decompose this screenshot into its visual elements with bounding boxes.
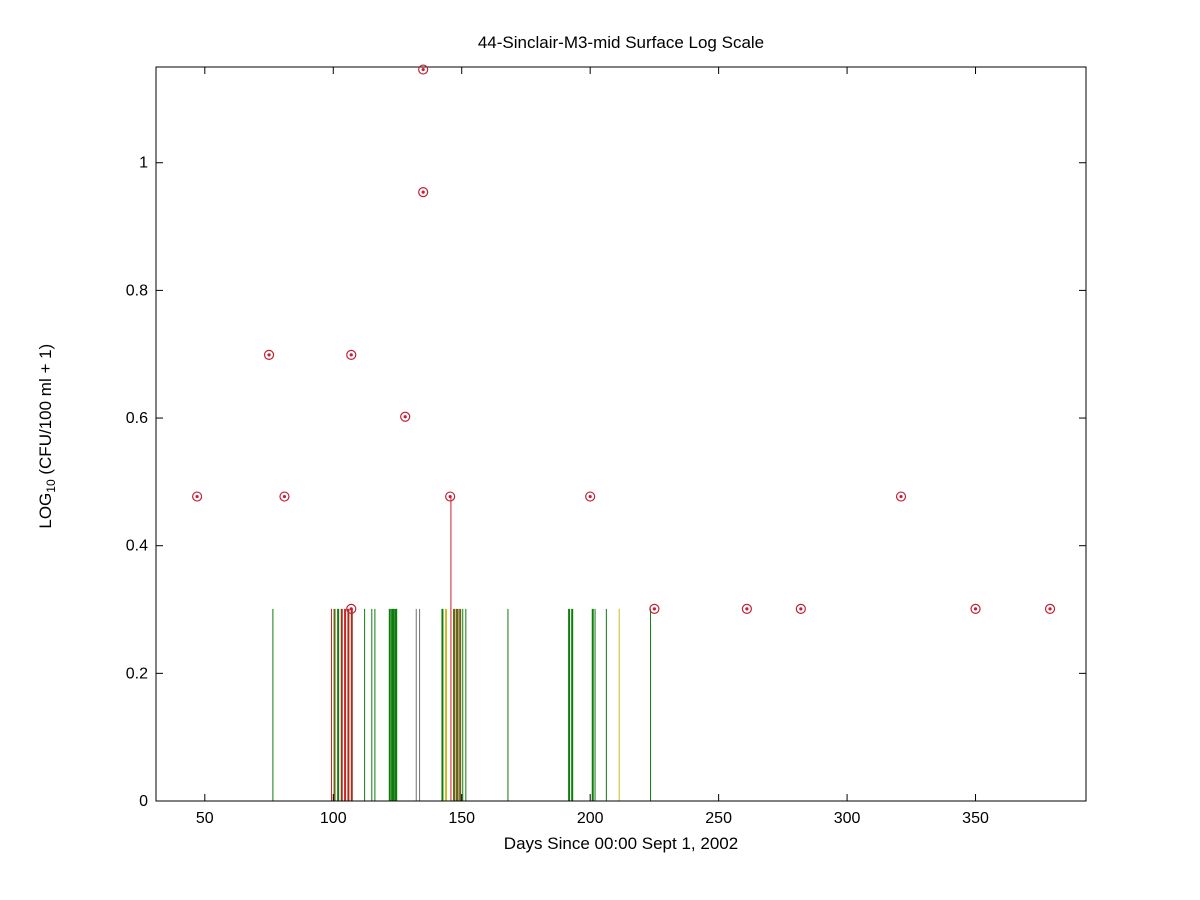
x-tick-label: 350: [962, 810, 989, 827]
x-tick-label: 200: [577, 810, 604, 827]
data-point-marker: [585, 491, 596, 502]
data-point-marker: [400, 411, 411, 422]
y-axis-label: LOG10 (CFU/100 ml + 1): [36, 106, 58, 766]
x-tick-label: 150: [448, 810, 475, 827]
y-tick-label: 0.8: [126, 282, 148, 299]
data-point-marker: [263, 349, 275, 360]
y-tick-label: 0.6: [126, 410, 148, 427]
chart-title: 44-Sinclair-M3-mid Surface Log Scale: [477, 33, 765, 52]
data-point-marker: [192, 491, 203, 502]
data-point-marker: [346, 603, 357, 614]
y-tick-label: 0.2: [126, 665, 148, 682]
data-point-center-dot: [652, 607, 656, 611]
data-point-marker: [649, 603, 660, 614]
data-point-marker: [346, 349, 357, 360]
data-point-center-dot: [349, 353, 353, 357]
data-point-center-dot: [421, 190, 425, 194]
data-point-center-dot: [421, 67, 425, 72]
data-point-marker: [895, 491, 907, 502]
data-point-center-dot: [588, 494, 592, 499]
data-point-center-dot: [195, 494, 199, 499]
data-point-center-dot: [282, 494, 287, 499]
axes-box: [155, 66, 1087, 802]
data-point-marker: [795, 603, 806, 614]
data-point-marker: [445, 491, 456, 502]
data-point-marker: [741, 603, 752, 614]
x-tick-label: 250: [705, 810, 732, 827]
x-tick-label: 300: [834, 810, 861, 827]
data-point-center-dot: [899, 494, 903, 499]
data-point-marker: [1044, 603, 1056, 614]
data-point-center-dot: [745, 607, 749, 611]
data-point-center-dot: [799, 607, 803, 611]
x-tick-label: 100: [320, 810, 347, 827]
data-point-marker: [279, 491, 290, 502]
y-axis-label-subscript: 10: [44, 479, 59, 493]
x-axis-label: Days Since 00:00 Sept 1, 2002: [503, 834, 739, 853]
x-tick-label: 50: [196, 810, 214, 827]
data-point-marker: [418, 186, 429, 198]
data-point-marker: [418, 64, 429, 75]
data-point-center-dot: [349, 607, 353, 611]
data-point-marker: [970, 603, 981, 614]
y-axis-label-suffix: (CFU/100 ml + 1): [35, 343, 55, 480]
data-point-center-dot: [448, 494, 452, 499]
y-axis-label-prefix: LOG: [35, 492, 55, 529]
y-tick-label: 0.4: [126, 538, 148, 555]
data-point-center-dot: [973, 607, 978, 611]
data-point-center-dot: [267, 353, 271, 357]
data-point-center-dot: [403, 415, 407, 419]
data-point-center-dot: [1048, 607, 1052, 611]
y-tick-label: 1: [139, 155, 148, 172]
y-tick-label: 0: [139, 793, 148, 810]
